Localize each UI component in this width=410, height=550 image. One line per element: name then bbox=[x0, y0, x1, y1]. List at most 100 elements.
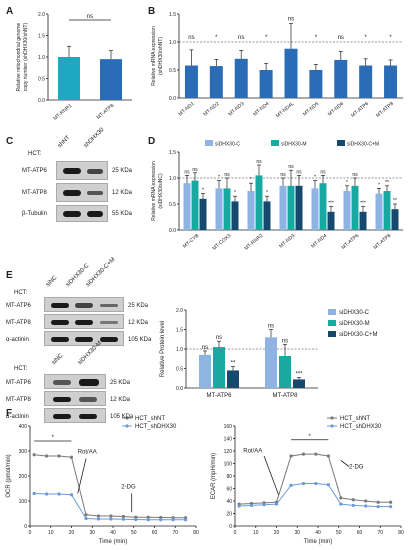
x-tick-label: 10 bbox=[253, 530, 259, 536]
y-tick-label: 80 bbox=[226, 474, 232, 480]
x-tick-label: MT-ATP6 bbox=[207, 393, 233, 399]
significance-label: * bbox=[389, 35, 392, 41]
x-tick-label: MT-ND3 bbox=[227, 101, 245, 118]
significance-label: ns bbox=[280, 172, 286, 178]
y-tick-label: 20 bbox=[226, 512, 232, 518]
y-tick-label: 100 bbox=[19, 499, 28, 505]
data-point bbox=[289, 483, 293, 487]
significance-label: * bbox=[378, 182, 380, 188]
band bbox=[79, 414, 97, 419]
x-tick-label: MT-ND4 bbox=[310, 233, 328, 250]
significance-label: * bbox=[364, 35, 367, 41]
blot-c-strip-2 bbox=[56, 183, 108, 202]
band bbox=[51, 303, 69, 308]
significance-label: ns bbox=[184, 169, 190, 175]
arrow-rot-aa bbox=[77, 458, 87, 494]
blot-c-row-1-size: 25 KDa bbox=[112, 168, 133, 174]
bar bbox=[100, 59, 122, 100]
blot-e2-row-1-size: 25 KDa bbox=[110, 380, 131, 386]
bar bbox=[309, 70, 323, 98]
data-point bbox=[389, 500, 393, 504]
bar bbox=[327, 211, 335, 230]
x-tick-label: MT-COX3 bbox=[211, 233, 232, 252]
significance-label: *** bbox=[295, 371, 303, 377]
panel-label-d: D bbox=[148, 136, 156, 147]
x-tick-label: 60 bbox=[152, 530, 158, 536]
band bbox=[100, 337, 118, 342]
legend-marker bbox=[125, 424, 129, 428]
data-point bbox=[96, 517, 101, 521]
y-axis-label: OCR (pmol/min) bbox=[6, 454, 12, 497]
y-tick-label: 2.0 bbox=[38, 12, 45, 18]
blot-c-row-2-size: 12 KDa bbox=[112, 190, 133, 196]
significance-label: ns bbox=[352, 172, 358, 178]
bar bbox=[359, 211, 367, 230]
bar bbox=[58, 57, 80, 100]
data-point bbox=[146, 515, 150, 519]
data-point bbox=[159, 518, 163, 522]
y-tick-label: 1.5 bbox=[169, 150, 176, 156]
legend-label: siDHX30-C+M bbox=[339, 332, 378, 338]
significance-label: * bbox=[346, 180, 348, 186]
series-line bbox=[34, 454, 186, 519]
bar bbox=[319, 183, 327, 230]
x-tick-label: 80 bbox=[193, 530, 199, 536]
x-tick-label: 20 bbox=[274, 530, 280, 536]
bar bbox=[391, 209, 399, 230]
blot-e2-strip-3 bbox=[44, 408, 106, 423]
bar bbox=[334, 59, 348, 98]
chart-e: 0.0 0.5 1.0 1.5 2.0 Relative Protein level ns n… bbox=[160, 308, 378, 399]
data-point bbox=[301, 452, 306, 456]
y-tick-label: 140 bbox=[224, 437, 233, 443]
x-tick-label: 20 bbox=[69, 530, 75, 536]
data-point bbox=[109, 517, 113, 521]
bar bbox=[227, 370, 239, 388]
legend-swatch bbox=[328, 320, 336, 326]
data-point bbox=[96, 514, 101, 518]
bar bbox=[265, 337, 277, 388]
significance-label: * bbox=[309, 434, 312, 440]
x-tick-label: MT-ND4 bbox=[252, 101, 270, 118]
x-tick-label: 60 bbox=[357, 530, 363, 536]
bar bbox=[383, 191, 391, 230]
significance-label: ns bbox=[288, 164, 294, 170]
significance-label: ns bbox=[282, 338, 288, 344]
y-tick-label: 0.5 bbox=[176, 367, 183, 373]
bar bbox=[311, 188, 319, 230]
x-tick-label: MT-ND3 bbox=[278, 233, 296, 250]
chart-f-ecar: 0 20 40 60 80 100 120 140 160 0 10 20 30 40 50 60 70 80 Ti… bbox=[211, 416, 404, 545]
significance-label: ns bbox=[256, 159, 262, 165]
bar bbox=[223, 188, 231, 230]
x-tick-label: 70 bbox=[377, 530, 383, 536]
significance-label: * bbox=[250, 177, 252, 183]
data-point bbox=[314, 481, 318, 486]
data-point bbox=[134, 515, 138, 519]
legend-swatch bbox=[205, 140, 213, 146]
significance-label: *** bbox=[328, 201, 334, 207]
bar bbox=[183, 183, 191, 230]
significance-label: * bbox=[266, 190, 268, 196]
legend-label: siDHX30-C+M bbox=[347, 142, 379, 148]
bar bbox=[184, 65, 198, 98]
x-tick-label: MT-ND4L bbox=[275, 101, 295, 119]
band bbox=[63, 168, 81, 174]
panel-label-a: A bbox=[6, 6, 14, 17]
y-axis-label: Relative mitochondrial genome bbox=[16, 22, 22, 91]
y-tick-label: 200 bbox=[19, 474, 28, 480]
legend-swatch bbox=[337, 140, 345, 146]
arrow-rot-aa bbox=[263, 455, 279, 495]
band bbox=[51, 320, 69, 325]
legend-marker bbox=[125, 416, 129, 420]
data-point bbox=[109, 514, 113, 518]
significance-label: *** bbox=[360, 201, 366, 207]
bar bbox=[287, 185, 295, 230]
x-tick-label: 40 bbox=[110, 530, 116, 536]
legend-label: siDHX30-M bbox=[281, 142, 307, 148]
data-point bbox=[389, 505, 393, 509]
band bbox=[75, 303, 93, 308]
x-tick-label: MT-ATP8 bbox=[273, 393, 299, 399]
data-point bbox=[45, 454, 49, 458]
blot-e2-row-3-name: α-actinin bbox=[6, 414, 29, 420]
x-axis-label: Time (min) bbox=[304, 539, 332, 545]
y-tick-label: 0 bbox=[229, 524, 232, 530]
